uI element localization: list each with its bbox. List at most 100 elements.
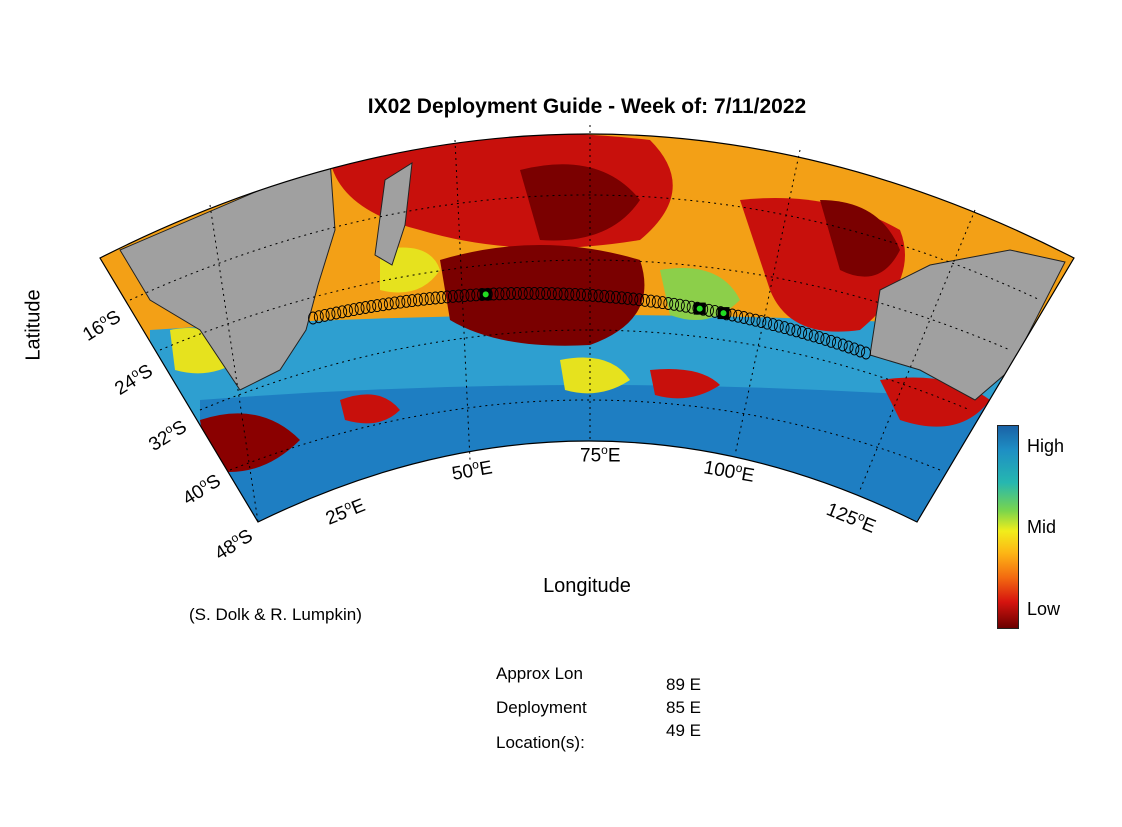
track-point xyxy=(348,303,359,317)
colorbar-low-label: Low xyxy=(1027,599,1061,619)
track-point xyxy=(738,311,749,324)
track-point xyxy=(663,297,674,310)
track-point xyxy=(826,334,837,348)
track-point xyxy=(744,312,755,326)
track-point xyxy=(779,321,790,335)
graticule xyxy=(129,125,1041,523)
track-point xyxy=(552,287,563,301)
track-point xyxy=(313,310,324,324)
track-point xyxy=(442,290,453,304)
track-point xyxy=(308,311,318,325)
track-point xyxy=(791,324,802,338)
track-point xyxy=(843,340,854,354)
track-point xyxy=(831,336,842,350)
track-point xyxy=(587,288,598,302)
track-point xyxy=(674,298,685,312)
track-point xyxy=(418,292,429,306)
track-point xyxy=(389,296,400,310)
map-title: IX02 Deployment Guide - Week of: 7/11/20… xyxy=(367,95,807,118)
track-point xyxy=(354,302,365,315)
track-point xyxy=(360,301,371,314)
track-point xyxy=(512,286,522,300)
colorbar xyxy=(997,425,1019,629)
track-point xyxy=(820,332,831,346)
track-point xyxy=(733,309,744,323)
deployment-lon-value: 89 E xyxy=(666,675,701,694)
deployment-lon-value: 85 E xyxy=(666,698,701,717)
info-label-approx-lon: Approx Lon xyxy=(496,664,583,683)
track-point xyxy=(535,286,546,300)
track-point xyxy=(395,295,406,309)
track-point xyxy=(366,300,377,313)
x-axis-label: Longitude xyxy=(543,575,631,597)
track-point xyxy=(808,329,819,343)
track-point xyxy=(628,292,639,306)
info-label-deployment: Deployment xyxy=(496,698,587,717)
track-point xyxy=(424,292,435,306)
track-point xyxy=(768,318,778,332)
track-point xyxy=(802,327,813,341)
track-point xyxy=(680,299,691,313)
colorbar-mid-label: Mid xyxy=(1027,517,1057,537)
credit-text: (S. Dolk & R. Lumpkin) xyxy=(189,605,362,624)
track-point xyxy=(814,331,825,345)
track-point xyxy=(750,313,761,327)
track-point xyxy=(616,291,627,305)
track-point xyxy=(494,287,505,301)
track-point xyxy=(447,289,458,303)
track-point xyxy=(855,344,866,358)
track-point xyxy=(325,307,336,321)
track-point xyxy=(412,293,423,307)
track-point xyxy=(383,297,394,311)
track-point xyxy=(401,294,412,308)
track-point xyxy=(651,295,662,309)
track-point xyxy=(523,286,534,300)
track-point xyxy=(622,291,633,305)
track-point xyxy=(558,287,569,301)
track-point xyxy=(343,304,353,318)
track-point xyxy=(407,294,418,308)
track-point xyxy=(849,342,860,356)
track-point xyxy=(430,291,441,305)
track-point xyxy=(378,298,388,312)
deployment-marker-dot xyxy=(696,305,703,312)
track-point xyxy=(453,289,464,303)
track-point xyxy=(506,287,517,300)
track-point xyxy=(797,326,808,339)
track-point xyxy=(645,294,656,308)
info-label-locations: Location(s): xyxy=(496,733,585,752)
deployment-marker-dot xyxy=(482,291,489,298)
deployment-lon-value: 49 E xyxy=(666,721,701,740)
track-point xyxy=(564,287,575,301)
track-point xyxy=(337,305,348,319)
track-point xyxy=(570,287,581,301)
track-point xyxy=(640,293,650,307)
track-point xyxy=(500,287,511,301)
track-point xyxy=(634,293,645,307)
deployment-marker-dot xyxy=(720,310,727,317)
track-point xyxy=(465,288,476,302)
track-point xyxy=(785,322,796,336)
y-axis-label: Latitude xyxy=(22,289,45,361)
track-point xyxy=(837,338,848,352)
lon-tick-75e: 75oE xyxy=(580,443,621,467)
track-point xyxy=(756,315,767,329)
track-point xyxy=(581,288,592,302)
track-point xyxy=(541,287,552,300)
track-point xyxy=(529,286,540,300)
deployment-markers xyxy=(479,288,730,320)
track-point xyxy=(605,290,616,304)
track-point xyxy=(861,346,871,360)
track-point xyxy=(576,288,586,302)
track-point xyxy=(546,287,557,301)
track-point xyxy=(669,297,680,311)
track-point xyxy=(657,296,668,310)
map-frame xyxy=(99,133,1075,523)
track-point xyxy=(517,286,528,300)
data-field xyxy=(100,134,1074,522)
track-point xyxy=(762,316,773,330)
track-point xyxy=(331,306,342,320)
track-point xyxy=(773,319,784,333)
track-point xyxy=(610,290,621,304)
